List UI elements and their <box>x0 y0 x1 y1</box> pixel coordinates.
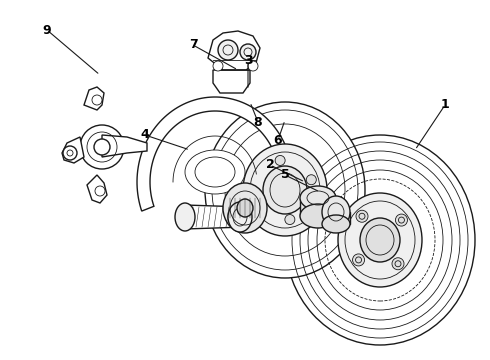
Polygon shape <box>208 31 260 70</box>
Circle shape <box>80 125 124 169</box>
Circle shape <box>218 40 238 60</box>
Circle shape <box>356 210 368 222</box>
Text: 9: 9 <box>43 23 51 36</box>
Circle shape <box>95 186 105 196</box>
Circle shape <box>92 95 102 105</box>
Text: 6: 6 <box>274 134 282 147</box>
Text: 4: 4 <box>141 129 149 141</box>
Circle shape <box>352 254 365 266</box>
Ellipse shape <box>243 144 327 236</box>
Text: 2: 2 <box>266 158 274 171</box>
Ellipse shape <box>175 203 195 231</box>
Text: 8: 8 <box>254 116 262 129</box>
Ellipse shape <box>205 102 365 278</box>
Text: 1: 1 <box>441 99 449 112</box>
Text: 5: 5 <box>281 168 290 181</box>
Polygon shape <box>300 198 336 216</box>
Circle shape <box>248 61 258 71</box>
Circle shape <box>395 214 408 226</box>
Polygon shape <box>213 70 250 93</box>
Polygon shape <box>62 137 84 163</box>
Circle shape <box>213 61 223 71</box>
Circle shape <box>275 156 285 166</box>
Ellipse shape <box>263 166 307 214</box>
Polygon shape <box>102 135 147 157</box>
Ellipse shape <box>185 150 245 194</box>
Polygon shape <box>87 175 107 203</box>
Circle shape <box>285 215 295 225</box>
Circle shape <box>63 146 77 160</box>
Circle shape <box>94 139 110 155</box>
Circle shape <box>392 258 404 270</box>
Polygon shape <box>322 212 350 224</box>
Circle shape <box>240 44 256 60</box>
Ellipse shape <box>237 199 253 217</box>
Polygon shape <box>84 87 104 110</box>
Ellipse shape <box>300 204 336 228</box>
Ellipse shape <box>338 193 422 287</box>
Ellipse shape <box>228 202 252 232</box>
Ellipse shape <box>223 183 267 233</box>
Ellipse shape <box>285 135 475 345</box>
Text: 7: 7 <box>189 39 197 51</box>
Polygon shape <box>185 205 245 229</box>
Polygon shape <box>137 97 293 225</box>
Circle shape <box>254 195 264 205</box>
Ellipse shape <box>322 196 350 228</box>
Text: 3: 3 <box>244 54 252 67</box>
Ellipse shape <box>322 215 350 233</box>
Circle shape <box>306 175 317 185</box>
Ellipse shape <box>300 186 336 210</box>
Ellipse shape <box>360 218 400 262</box>
